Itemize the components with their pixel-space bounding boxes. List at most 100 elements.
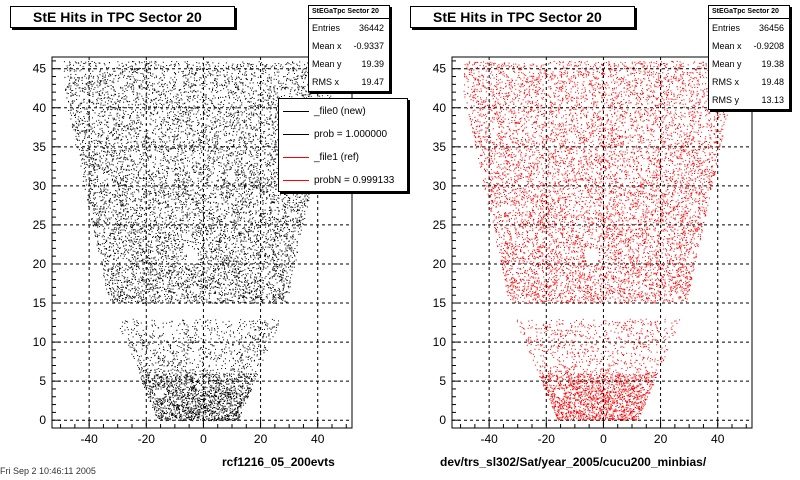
data-point <box>212 412 214 414</box>
data-point <box>159 148 161 150</box>
data-point <box>255 278 257 280</box>
data-point <box>73 81 75 83</box>
data-point <box>258 225 260 226</box>
data-point <box>170 276 172 278</box>
data-point <box>143 103 145 105</box>
data-point <box>203 242 205 244</box>
data-point <box>122 184 124 186</box>
data-point <box>119 73 121 75</box>
data-point <box>186 199 188 201</box>
data-point <box>166 205 168 207</box>
data-point <box>168 370 170 372</box>
data-point <box>291 80 293 82</box>
data-point <box>140 228 142 230</box>
data-point <box>265 226 267 228</box>
data-point <box>172 218 174 220</box>
data-point <box>153 110 155 112</box>
data-point <box>80 153 82 155</box>
data-point <box>275 130 276 132</box>
data-point <box>273 252 275 254</box>
data-point <box>259 159 261 161</box>
data-point <box>65 88 66 90</box>
data-point <box>275 78 277 80</box>
data-point <box>270 78 272 80</box>
data-point <box>271 222 273 224</box>
data-point <box>199 389 201 391</box>
data-point <box>90 173 92 175</box>
data-point <box>210 413 212 415</box>
data-point <box>282 253 284 255</box>
data-point <box>170 376 172 378</box>
data-point <box>150 284 152 285</box>
data-point <box>209 289 211 291</box>
data-point <box>166 388 168 389</box>
data-point <box>140 255 142 256</box>
data-point <box>163 227 165 229</box>
data-point <box>166 175 168 177</box>
data-point <box>192 227 194 229</box>
data-point <box>279 235 281 237</box>
data-point <box>127 67 129 68</box>
data-point <box>204 205 206 207</box>
data-point <box>180 362 182 364</box>
data-point <box>228 418 230 419</box>
data-point <box>179 389 181 391</box>
data-point <box>111 109 113 111</box>
data-point <box>182 294 184 295</box>
data-point <box>198 137 200 139</box>
data-point <box>219 242 221 243</box>
data-point <box>149 175 151 177</box>
data-point <box>269 165 271 167</box>
data-point <box>223 199 225 201</box>
data-point <box>195 161 197 163</box>
data-point <box>230 119 232 121</box>
data-point <box>197 191 198 193</box>
data-point <box>163 340 165 342</box>
data-point <box>106 152 108 154</box>
data-point <box>111 175 113 177</box>
data-point <box>236 280 238 282</box>
data-point <box>132 283 134 284</box>
data-point <box>151 174 153 175</box>
data-point <box>240 356 242 358</box>
data-point <box>142 268 144 270</box>
data-point <box>91 141 93 143</box>
data-point <box>214 329 216 331</box>
data-point <box>148 372 150 374</box>
data-point <box>228 406 230 408</box>
data-point <box>145 372 147 374</box>
data-point <box>292 250 294 252</box>
data-point <box>128 234 130 236</box>
data-point <box>295 198 297 200</box>
data-point <box>259 83 261 84</box>
data-point <box>122 117 124 119</box>
data-point <box>241 385 243 387</box>
data-point <box>163 193 165 195</box>
data-point <box>263 288 265 290</box>
data-point <box>132 179 134 181</box>
data-point <box>223 129 225 131</box>
data-point <box>273 131 275 133</box>
data-point <box>163 77 165 79</box>
data-point <box>205 103 207 105</box>
data-point <box>186 376 188 378</box>
data-point <box>267 181 269 183</box>
data-point <box>100 124 101 125</box>
data-point <box>260 247 262 248</box>
data-point <box>177 367 178 368</box>
data-point <box>115 150 117 152</box>
data-point <box>113 150 115 152</box>
data-point <box>233 399 235 401</box>
data-point <box>134 128 136 130</box>
data-point <box>194 334 196 336</box>
data-point <box>242 295 244 297</box>
data-point <box>96 152 98 154</box>
data-point <box>207 230 209 232</box>
data-point <box>144 131 146 132</box>
data-point <box>172 386 174 387</box>
data-point <box>163 259 164 261</box>
data-point <box>183 414 185 416</box>
data-point <box>96 84 98 86</box>
data-point <box>176 415 178 417</box>
data-point <box>157 276 159 278</box>
